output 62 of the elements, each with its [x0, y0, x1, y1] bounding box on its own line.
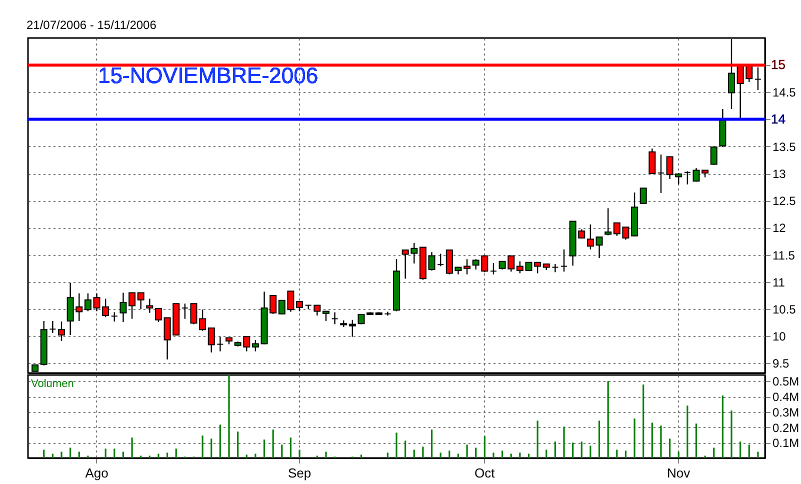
annotation: 15-NOVIEMBRE-2006 — [98, 63, 318, 88]
y-tick-label: 0.5M — [772, 374, 800, 389]
y-tick-label: 0.2M — [772, 420, 800, 435]
candlestick — [314, 304, 321, 316]
candlestick — [128, 292, 136, 320]
candlestick — [657, 154, 664, 194]
candlestick — [58, 320, 65, 342]
y-tick-label: 11 — [772, 275, 786, 290]
candlestick — [754, 66, 762, 91]
candlestick — [437, 253, 444, 267]
candlestick — [331, 312, 338, 325]
candlestick — [552, 263, 559, 273]
candlestick — [181, 303, 188, 320]
candlestick — [534, 262, 542, 274]
y-tick-label: 12.5 — [772, 194, 796, 208]
candlestick — [120, 292, 127, 323]
candlestick — [199, 308, 206, 332]
y-tick-label: 12 — [772, 221, 786, 236]
candlestick — [710, 146, 718, 166]
candlestick — [640, 188, 647, 204]
candlestick — [146, 298, 154, 314]
candlestick — [604, 208, 612, 236]
y-tick-label: 11.5 — [772, 248, 796, 262]
candlestick — [490, 262, 497, 275]
candlestick — [322, 310, 330, 322]
candlestick — [596, 236, 603, 259]
candlestick — [110, 312, 118, 322]
candlestick — [428, 252, 436, 272]
candlestick — [252, 339, 259, 352]
chart-title: Volumen — [31, 378, 74, 390]
candlestick — [384, 311, 392, 316]
candlestick — [208, 327, 215, 353]
y-tick-label: 13 — [772, 167, 786, 182]
x-tick-label: Sep — [288, 466, 312, 480]
ref-line-label: 15 — [771, 57, 786, 72]
y-tick-label: 10.5 — [772, 302, 796, 317]
ref-line-label: 14 — [771, 111, 786, 126]
candlestick — [49, 320, 56, 334]
candlestick — [137, 292, 144, 310]
y-tick-label: 0.1M — [772, 436, 800, 450]
candlestick — [154, 308, 162, 323]
y-tick-label: 10 — [772, 330, 786, 344]
x-tick-label: Nov — [667, 466, 691, 480]
x-tick-label: Ago — [85, 466, 108, 480]
y-tick-label: 9.5 — [772, 356, 790, 371]
candlestick — [648, 148, 656, 175]
candlestick — [304, 304, 312, 310]
candlestick — [84, 292, 92, 312]
y-tick-label: 0.3M — [772, 405, 800, 420]
candlestick — [216, 336, 224, 352]
y-tick-label: 0.4M — [772, 390, 800, 404]
candlestick — [296, 300, 304, 312]
x-tick-label: Oct — [474, 466, 496, 480]
candlestick — [692, 167, 700, 182]
chart-subtitle: 21/07/2006 - 15/11/2006 — [26, 18, 157, 32]
candlestick — [684, 170, 691, 185]
y-tick-label: 13.5 — [772, 140, 796, 154]
candlestick — [464, 258, 471, 275]
y-tick-label: 14.5 — [772, 86, 796, 100]
candlestick — [586, 224, 594, 250]
candlestick — [190, 303, 198, 325]
candlestick — [560, 248, 568, 272]
